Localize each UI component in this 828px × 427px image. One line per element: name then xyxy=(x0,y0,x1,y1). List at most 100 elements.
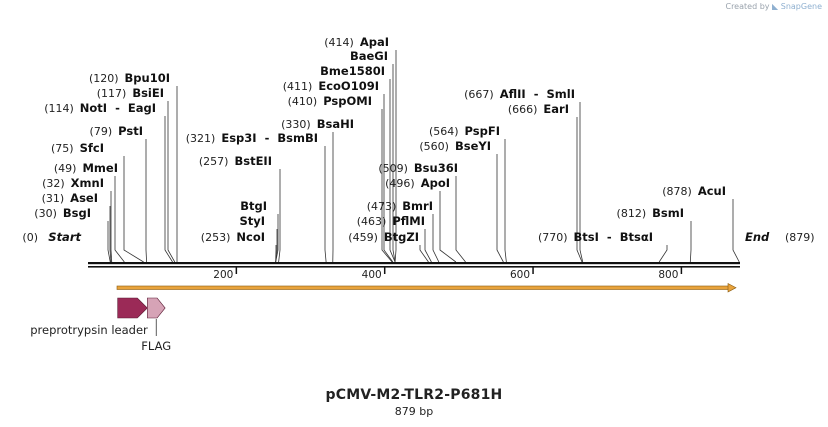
backbone-bottom-strand xyxy=(88,266,740,268)
site-line xyxy=(164,116,173,263)
orf-arrow xyxy=(116,283,737,293)
site-line xyxy=(389,79,396,263)
site-name: AflII - SmlI xyxy=(500,87,575,101)
site-line xyxy=(496,154,504,263)
site-name: PflMI xyxy=(392,214,425,228)
site-line xyxy=(123,156,144,263)
site-name: PspFI xyxy=(465,124,500,138)
site-name: StyI xyxy=(239,214,265,228)
site-line xyxy=(383,94,394,263)
site-name: BsaHI xyxy=(317,117,354,131)
ruler-tick-label: 400 xyxy=(362,269,382,281)
site-name: EarI xyxy=(543,102,569,116)
start-label: Start xyxy=(48,230,81,244)
site-name: BtgZI xyxy=(384,230,419,244)
site-name: BaeGI xyxy=(350,49,388,63)
end-position: (879) xyxy=(785,231,815,244)
site-position: (496) xyxy=(385,177,415,190)
site-line xyxy=(324,146,327,263)
site-name: Bsu36I xyxy=(414,161,458,175)
sequence-map: BsgI (30) AseI (31) XmnI (32) MmeI (49)SfcI (75)… xyxy=(22,35,814,353)
site-name: EcoO109I xyxy=(318,79,379,93)
orf-bar xyxy=(116,285,730,290)
site-line xyxy=(455,176,466,263)
site-name: BsmI xyxy=(652,206,684,220)
site-position: (253) xyxy=(201,231,231,244)
site-position: (410) xyxy=(288,95,318,108)
site-position: (463) xyxy=(357,215,387,228)
ruler-tick-label: 800 xyxy=(658,269,678,281)
site-line xyxy=(109,206,112,263)
site-position: (31) xyxy=(42,192,65,205)
site-position: (257) xyxy=(199,155,229,168)
site-line xyxy=(145,139,147,263)
site-name: BsiEI xyxy=(132,86,164,100)
feature-label: preprotrypsin leader xyxy=(30,323,148,337)
site-line xyxy=(381,109,393,263)
site-position: (509) xyxy=(378,162,408,175)
site-name: MmeI xyxy=(82,161,118,175)
feature-label: FLAG xyxy=(141,339,171,353)
plasmid-name: pCMV-M2-TLR2-P681H xyxy=(325,387,503,403)
site-position: (878) xyxy=(662,185,692,198)
site-line xyxy=(278,169,281,263)
site-labels: BsgI (30) AseI (31) XmnI (32) MmeI (49)SfcI (75)… xyxy=(22,35,814,244)
sequence-backbone xyxy=(88,262,740,268)
backbone-top-strand xyxy=(88,262,740,265)
site-line xyxy=(167,101,176,263)
site-position: (414) xyxy=(324,36,354,49)
site-position: (411) xyxy=(283,80,313,93)
site-name: PspOMI xyxy=(323,94,372,108)
site-name: Bpu10I xyxy=(125,71,170,85)
site-name: BsgI xyxy=(63,206,91,220)
site-position: (770) xyxy=(538,231,568,244)
site-line xyxy=(392,64,396,263)
site-lines xyxy=(107,50,740,263)
site-position: (459) xyxy=(348,231,378,244)
site-position: (666) xyxy=(508,103,538,116)
site-name: SfcI xyxy=(80,141,104,155)
site-position: (79) xyxy=(90,125,113,138)
orf-arrowhead xyxy=(727,283,737,293)
site-line xyxy=(394,50,397,263)
site-name: ApoI xyxy=(421,176,450,190)
ruler-ticks: 200 400 600 800 xyxy=(213,267,683,281)
site-position: (667) xyxy=(464,88,494,101)
site-name: XmnI xyxy=(71,176,104,190)
site-position: (560) xyxy=(419,140,449,153)
site-name: NotI - EagI xyxy=(80,101,156,115)
site-name: AseI xyxy=(70,191,98,205)
site-position: (321) xyxy=(186,132,216,145)
ruler-tick-label: 600 xyxy=(510,269,530,281)
site-line xyxy=(658,245,668,263)
site-line xyxy=(432,214,440,263)
plasmid-length: 879 bp xyxy=(394,405,434,418)
site-line xyxy=(419,245,429,263)
site-name: Esp3I - BsmBI xyxy=(221,131,318,145)
feature-arrow xyxy=(117,297,148,319)
site-line xyxy=(439,191,457,263)
site-name: NcoI xyxy=(236,230,265,244)
site-name: BseYI xyxy=(455,139,491,153)
site-position: (114) xyxy=(44,102,74,115)
site-position: (30) xyxy=(34,207,57,220)
site-line xyxy=(107,221,111,263)
site-name: AcuI xyxy=(698,184,726,198)
site-line xyxy=(424,229,432,263)
site-name: PstI xyxy=(118,124,143,138)
created-by-credit: Created by ◣ SnapGene xyxy=(725,2,822,11)
site-line xyxy=(275,214,279,263)
site-position: (812) xyxy=(617,207,647,220)
site-position: (32) xyxy=(42,177,65,190)
site-line xyxy=(576,117,583,263)
features: preprotrypsin leader FLAG xyxy=(30,297,171,353)
site-position: (120) xyxy=(89,72,119,85)
site-name: BtsI - BtsαI xyxy=(574,230,653,244)
site-line xyxy=(504,139,507,263)
site-line xyxy=(110,191,113,263)
site-position: (49) xyxy=(54,162,77,175)
site-name: BstEII xyxy=(234,154,272,168)
site-line xyxy=(689,221,692,263)
end-label: End xyxy=(745,230,770,244)
feature-arrow xyxy=(147,297,166,319)
